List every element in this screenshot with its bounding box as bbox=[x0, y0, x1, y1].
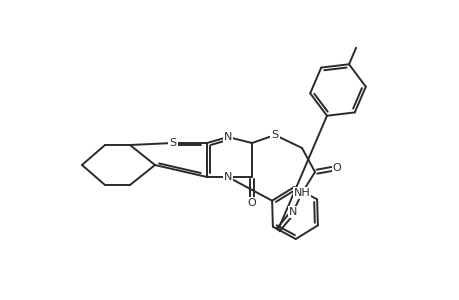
Text: S: S bbox=[169, 138, 176, 148]
Text: O: O bbox=[247, 198, 256, 208]
Text: N: N bbox=[288, 207, 297, 217]
Text: S: S bbox=[271, 130, 278, 140]
Text: O: O bbox=[332, 163, 341, 173]
Text: N: N bbox=[224, 132, 232, 142]
Text: N: N bbox=[224, 172, 232, 182]
Text: NH: NH bbox=[293, 188, 310, 198]
